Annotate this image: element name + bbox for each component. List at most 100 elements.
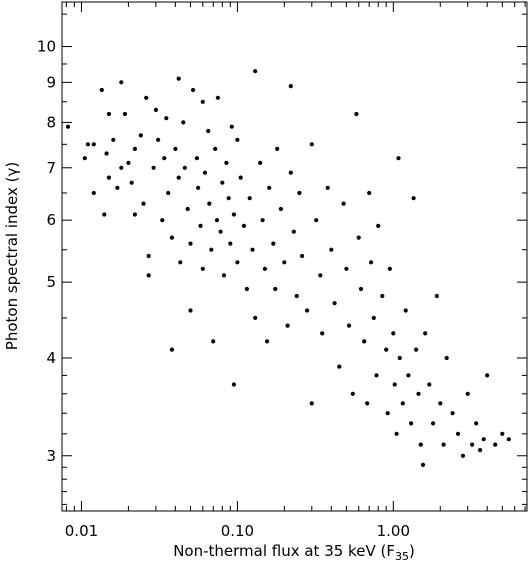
- data-point: [288, 84, 293, 89]
- data-point: [367, 190, 372, 196]
- data-point: [196, 185, 201, 190]
- data-point: [229, 124, 234, 129]
- data-point: [478, 448, 483, 453]
- data-point: [318, 273, 323, 278]
- data-point: [297, 190, 302, 196]
- data-point: [138, 133, 143, 138]
- data-point: [418, 442, 423, 447]
- data-point: [444, 355, 449, 361]
- data-point: [151, 165, 156, 170]
- data-point: [320, 331, 325, 336]
- y-axis-label: Photon spectral index (γ): [3, 162, 21, 350]
- data-point: [450, 411, 455, 416]
- data-point: [141, 201, 146, 206]
- x-axis-label-subscript: 35: [395, 550, 409, 563]
- data-point: [226, 196, 231, 201]
- data-point: [119, 80, 124, 85]
- y-tick-label: 7: [46, 159, 56, 177]
- plot-frame: [61, 1, 528, 512]
- data-point: [104, 151, 109, 156]
- data-point: [278, 206, 283, 212]
- x-axis-label-main: Non-thermal flux at 35 keV (F: [173, 542, 395, 560]
- data-point: [244, 286, 249, 292]
- data-point: [213, 146, 218, 151]
- data-point: [191, 87, 196, 93]
- data-point: [209, 247, 214, 252]
- data-point: [385, 411, 390, 416]
- data-point: [178, 260, 183, 265]
- data-point: [258, 160, 263, 165]
- data-point: [397, 355, 402, 361]
- x-tick-label: 1.00: [377, 522, 410, 540]
- data-point: [211, 339, 216, 344]
- data-point: [358, 286, 364, 292]
- data-point: [337, 364, 342, 369]
- data-point: [235, 137, 240, 142]
- data-point: [427, 382, 432, 387]
- data-point: [400, 401, 405, 406]
- data-point: [111, 137, 116, 142]
- data-point: [82, 156, 87, 161]
- data-point: [493, 442, 498, 447]
- data-point: [441, 442, 446, 447]
- data-point: [391, 331, 396, 336]
- data-point: [341, 201, 346, 206]
- data-point: [214, 218, 220, 223]
- x-tick-labels: 0.01 0.10 1.00: [65, 522, 410, 540]
- data-point: [188, 308, 193, 313]
- data-point: [314, 218, 319, 223]
- data-point: [238, 175, 243, 180]
- data-point: [253, 315, 258, 320]
- data-point: [194, 156, 199, 161]
- data-point: [275, 146, 280, 151]
- data-point: [481, 437, 486, 442]
- x-axis-label: Non-thermal flux at 35 keV (F35): [173, 542, 415, 563]
- x-axis-label-end: ): [409, 542, 415, 560]
- data-point: [423, 331, 428, 336]
- data-point: [250, 247, 255, 252]
- data-point: [485, 373, 490, 378]
- data-point: [474, 421, 479, 426]
- data-point: [224, 160, 229, 165]
- data-point: [181, 120, 186, 125]
- data-point: [169, 235, 174, 240]
- data-point: [365, 401, 370, 406]
- data-point: [91, 190, 96, 196]
- data-point: [102, 212, 107, 217]
- data-point: [198, 223, 203, 228]
- data-point: [380, 293, 385, 299]
- data-point: [329, 247, 334, 252]
- data-point: [65, 124, 71, 129]
- data-point: [169, 347, 174, 352]
- data-point: [500, 431, 505, 436]
- data-point: [231, 382, 236, 387]
- data-point: [346, 323, 352, 328]
- data-point: [228, 241, 233, 246]
- data-point: [206, 128, 211, 134]
- data-point: [173, 146, 178, 151]
- data-point: [285, 323, 290, 328]
- data-point: [164, 116, 169, 121]
- data-point: [235, 260, 240, 265]
- data-point: [119, 165, 124, 170]
- y-tick-label: 4: [46, 349, 56, 367]
- data-point: [300, 253, 305, 259]
- data-point: [215, 95, 220, 100]
- data-point: [394, 431, 399, 436]
- x-tick-label: 0.10: [221, 522, 254, 540]
- data-point: [273, 286, 278, 292]
- data-point: [200, 99, 205, 104]
- data-point: [146, 253, 151, 259]
- data-point: [221, 273, 227, 278]
- data-point: [354, 111, 359, 117]
- data-point: [122, 111, 127, 117]
- data-point: [282, 260, 287, 265]
- data-point: [262, 266, 267, 271]
- data-point: [384, 347, 389, 352]
- x-tick-label: 0.01: [65, 522, 98, 540]
- data-point: [260, 218, 265, 223]
- data-point: [455, 431, 461, 436]
- y-tick-label: 3: [46, 447, 56, 465]
- data-point: [362, 339, 367, 344]
